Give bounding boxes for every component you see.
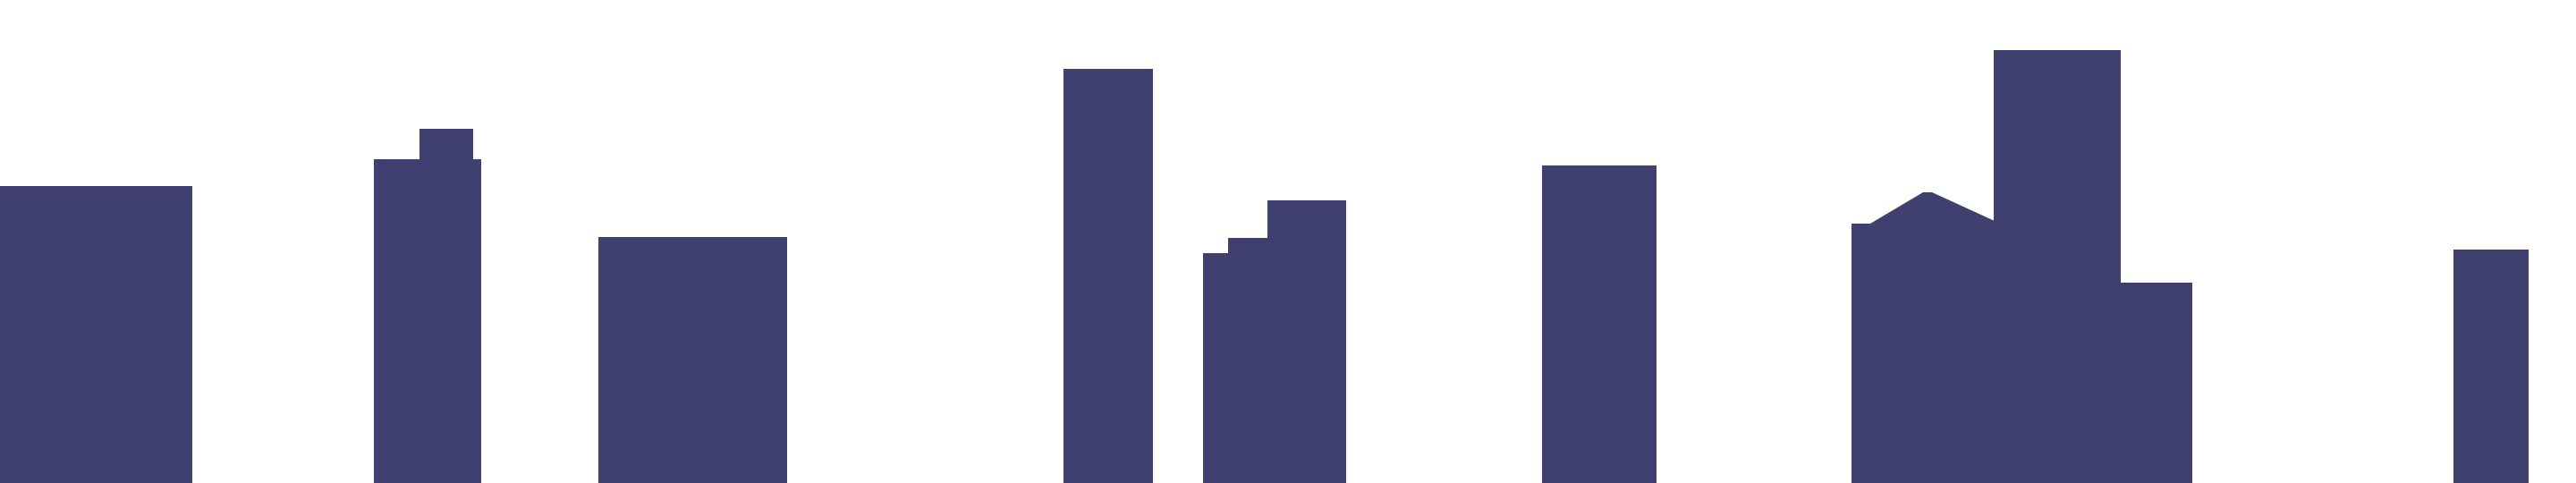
- building-7-roof: [1852, 192, 1995, 483]
- building-4: [1063, 69, 1153, 483]
- building-8: [2453, 250, 2529, 483]
- building-7-tower: [1994, 50, 2121, 483]
- skyline-silhouette: [0, 50, 2529, 483]
- building-5-top: [1267, 200, 1346, 256]
- building-5: [1203, 200, 1346, 483]
- building-5-body: [1203, 253, 1346, 483]
- building-2-tower: [419, 129, 473, 161]
- building-1: [0, 186, 192, 483]
- building-7: [1852, 50, 2192, 483]
- building-3: [598, 237, 787, 483]
- building-2: [374, 129, 481, 483]
- building-6: [1542, 165, 1657, 483]
- building-7-annex: [2119, 283, 2192, 483]
- building-5-step: [1228, 238, 1269, 256]
- building-2-body: [374, 159, 481, 483]
